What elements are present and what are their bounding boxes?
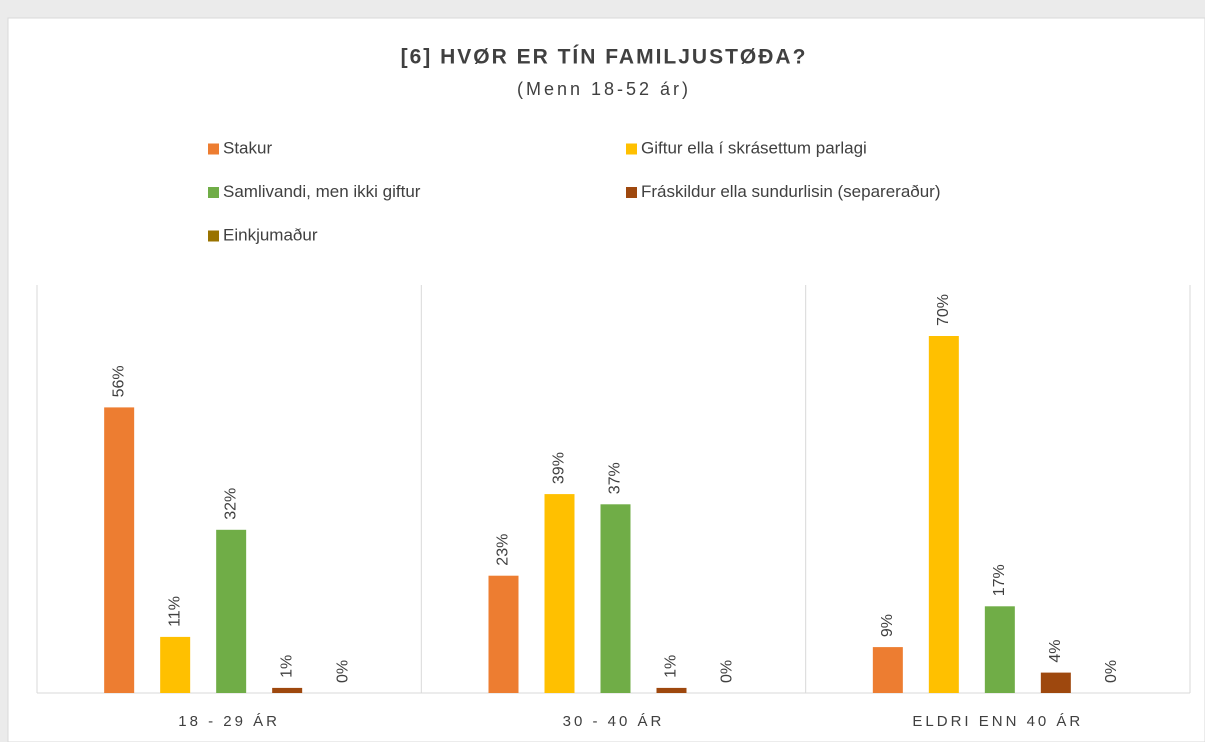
bar bbox=[104, 407, 135, 693]
data-label: 1% bbox=[278, 655, 295, 678]
legend-swatch bbox=[626, 187, 637, 198]
data-label: 23% bbox=[495, 534, 512, 566]
data-label: 17% bbox=[991, 564, 1008, 596]
bar bbox=[872, 647, 903, 693]
legend-label: Stakur bbox=[223, 138, 272, 157]
legend-label: Samlivandi, men ikki giftur bbox=[223, 182, 421, 201]
data-label: 0% bbox=[719, 660, 736, 683]
bar bbox=[928, 336, 959, 693]
bar bbox=[1040, 672, 1071, 693]
legend-swatch bbox=[208, 143, 219, 155]
data-label: 0% bbox=[334, 660, 351, 683]
x-tick-label: ELDRI ENN 40 ÁR bbox=[912, 713, 1083, 730]
chart-title: [6] HVØR ER TÍN FAMILJUSTØÐA? bbox=[401, 46, 808, 69]
x-tick-label: 18 - 29 ÁR bbox=[178, 713, 280, 730]
legend-swatch bbox=[626, 143, 637, 155]
legend-label: Einkjumaður bbox=[223, 225, 318, 244]
data-label: 1% bbox=[663, 655, 680, 678]
data-label: 37% bbox=[607, 462, 624, 494]
chart-subtitle: (Menn 18-52 ár) bbox=[517, 79, 691, 99]
legend-swatch bbox=[208, 230, 219, 242]
bar bbox=[216, 529, 247, 693]
legend-label: Fráskildur ella sundurlisin (separeraður… bbox=[641, 182, 941, 201]
data-label: 32% bbox=[222, 488, 239, 520]
legend-label: Giftur ella í skrásettum parlagi bbox=[641, 138, 867, 157]
bar bbox=[544, 494, 575, 693]
bar bbox=[656, 687, 687, 693]
data-label: 9% bbox=[879, 614, 896, 637]
bar bbox=[272, 687, 303, 693]
data-label: 70% bbox=[935, 294, 952, 326]
data-label: 39% bbox=[551, 452, 568, 484]
bar bbox=[984, 606, 1015, 693]
legend-swatch bbox=[208, 187, 219, 198]
data-label: 11% bbox=[166, 596, 183, 627]
bar bbox=[488, 575, 519, 693]
data-label: 4% bbox=[1047, 639, 1064, 662]
x-tick-label: 30 - 40 ÁR bbox=[563, 713, 665, 730]
data-label: 0% bbox=[1103, 660, 1120, 683]
bar bbox=[160, 636, 191, 693]
data-label: 56% bbox=[110, 365, 127, 397]
bar bbox=[600, 504, 631, 693]
